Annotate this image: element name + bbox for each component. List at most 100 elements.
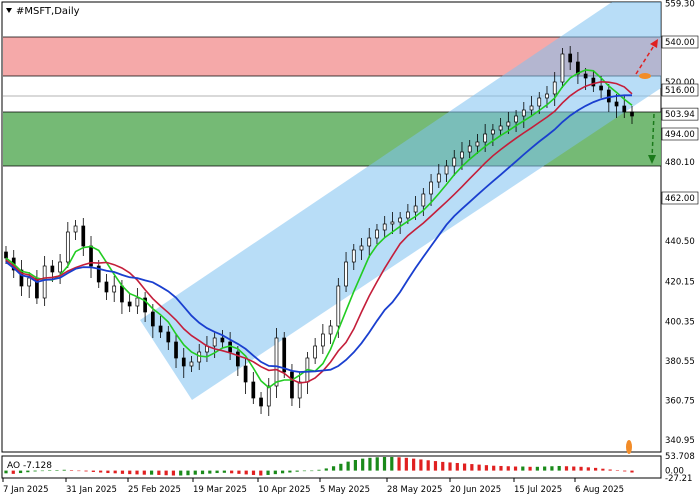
price-tick: 400.35: [665, 317, 695, 327]
ao-bar: [48, 470, 52, 471]
ao-bar: [208, 470, 212, 474]
ao-bar: [186, 470, 190, 476]
candle-body: [174, 341, 178, 359]
ao-bar: [557, 465, 561, 471]
ao-bar: [492, 465, 496, 471]
candle-body: [429, 181, 433, 195]
ao-bar: [608, 469, 612, 471]
ao-bar: [535, 466, 539, 471]
candle-body: [344, 261, 348, 287]
candle-body: [282, 337, 287, 373]
price-tick-label: 360.75: [665, 397, 695, 407]
ao-bar: [579, 466, 583, 471]
candle-body: [336, 285, 341, 327]
ascending-channel: [140, 2, 661, 400]
candle-body: [243, 365, 248, 383]
candle-body: [552, 81, 557, 95]
candle-body: [521, 109, 526, 117]
candle-body: [506, 121, 511, 127]
ma-blue-line: [5, 94, 632, 373]
price-tick: 340.95: [665, 436, 695, 446]
candle-body: [498, 125, 503, 131]
price-tick: 480.10: [665, 158, 695, 168]
ao-bar: [302, 470, 307, 472]
price-tick-label: 540.00: [665, 38, 695, 48]
time-tick-label: 15 Jul 2025: [514, 485, 562, 495]
ao-bar: [135, 470, 139, 475]
ao-bar: [419, 459, 423, 471]
price-tick-label: 420.15: [665, 278, 695, 288]
ao-bar: [113, 470, 117, 474]
candle-body: [460, 151, 464, 159]
ao-bar: [441, 461, 445, 471]
ao-bar: [149, 470, 154, 475]
ao-bar: [69, 470, 74, 471]
candle-body: [599, 85, 603, 91]
price-tick: 420.15: [665, 278, 695, 288]
candle-body: [181, 357, 186, 367]
candle-body: [591, 77, 596, 87]
ao-axis: 53.708 0.00-27.21: [665, 452, 695, 484]
candle-body: [398, 217, 402, 223]
ao-bar: [433, 461, 438, 471]
candle-body: [27, 277, 32, 287]
time-tick-label: 31 Jan 2025: [66, 485, 117, 495]
ao-bar: [200, 470, 205, 475]
price-tick: 440.50: [665, 237, 695, 247]
price-tick: 360.75: [665, 397, 695, 407]
ao-bar: [317, 469, 321, 471]
ao-bar: [594, 467, 598, 471]
ao-bar: [273, 470, 277, 475]
ao-bar: [623, 470, 627, 472]
ao-bar: [157, 470, 161, 475]
ao-bar: [40, 470, 44, 472]
ao-bar: [586, 467, 590, 471]
ao-bar: [171, 470, 176, 476]
candle-body: [545, 93, 549, 99]
chart-title: #MSFT,Daily: [16, 6, 80, 17]
candle-body: [375, 229, 379, 239]
price-tick-label: 480.10: [665, 158, 695, 168]
candles-group: [4, 46, 634, 416]
ao-bar: [193, 470, 197, 475]
ao-bar: [397, 457, 401, 471]
ao-tick-label: -27.21: [665, 474, 692, 484]
price-tick-label: 559.30: [665, 0, 695, 9]
price-tick-label: 340.95: [665, 436, 695, 446]
candle-body: [467, 145, 472, 153]
candle-body: [251, 381, 256, 399]
ao-bar: [99, 470, 103, 473]
ao-panel-frame: [1, 455, 662, 479]
candle-body: [150, 311, 155, 327]
candle-body: [135, 297, 140, 307]
candle-body: [96, 265, 101, 283]
ao-bar: [462, 463, 467, 471]
ma-red-line: [5, 80, 633, 384]
time-tick-label: 25 Feb 2025: [128, 485, 181, 495]
ao-bar: [412, 458, 416, 471]
ao-bar: [77, 470, 81, 472]
time-tick-label: 19 Mar 2025: [193, 485, 247, 495]
ao-bar: [448, 462, 452, 471]
forecast-down-arrow: [651, 113, 655, 159]
ao-bar: [390, 457, 394, 471]
candle-body: [444, 165, 449, 175]
candle-body: [367, 237, 372, 247]
ao-bar: [295, 470, 299, 472]
time-tick-label: 7 Jan 2025: [3, 485, 49, 495]
ao-bar: [615, 470, 620, 471]
candle-body: [491, 129, 495, 135]
ao-tick-label: 53.708: [665, 452, 695, 462]
price-tick-label: 520.00: [665, 78, 695, 88]
ao-bar: [331, 466, 336, 471]
price-tag-box: [661, 83, 699, 97]
ao-bar: [528, 466, 532, 471]
ao-tick-label: 0.00: [665, 467, 684, 477]
candle-body: [104, 281, 109, 293]
candle-body: [266, 385, 271, 407]
candle-body: [4, 251, 8, 259]
ao-bar: [339, 463, 343, 471]
ao-bar: [128, 470, 132, 475]
